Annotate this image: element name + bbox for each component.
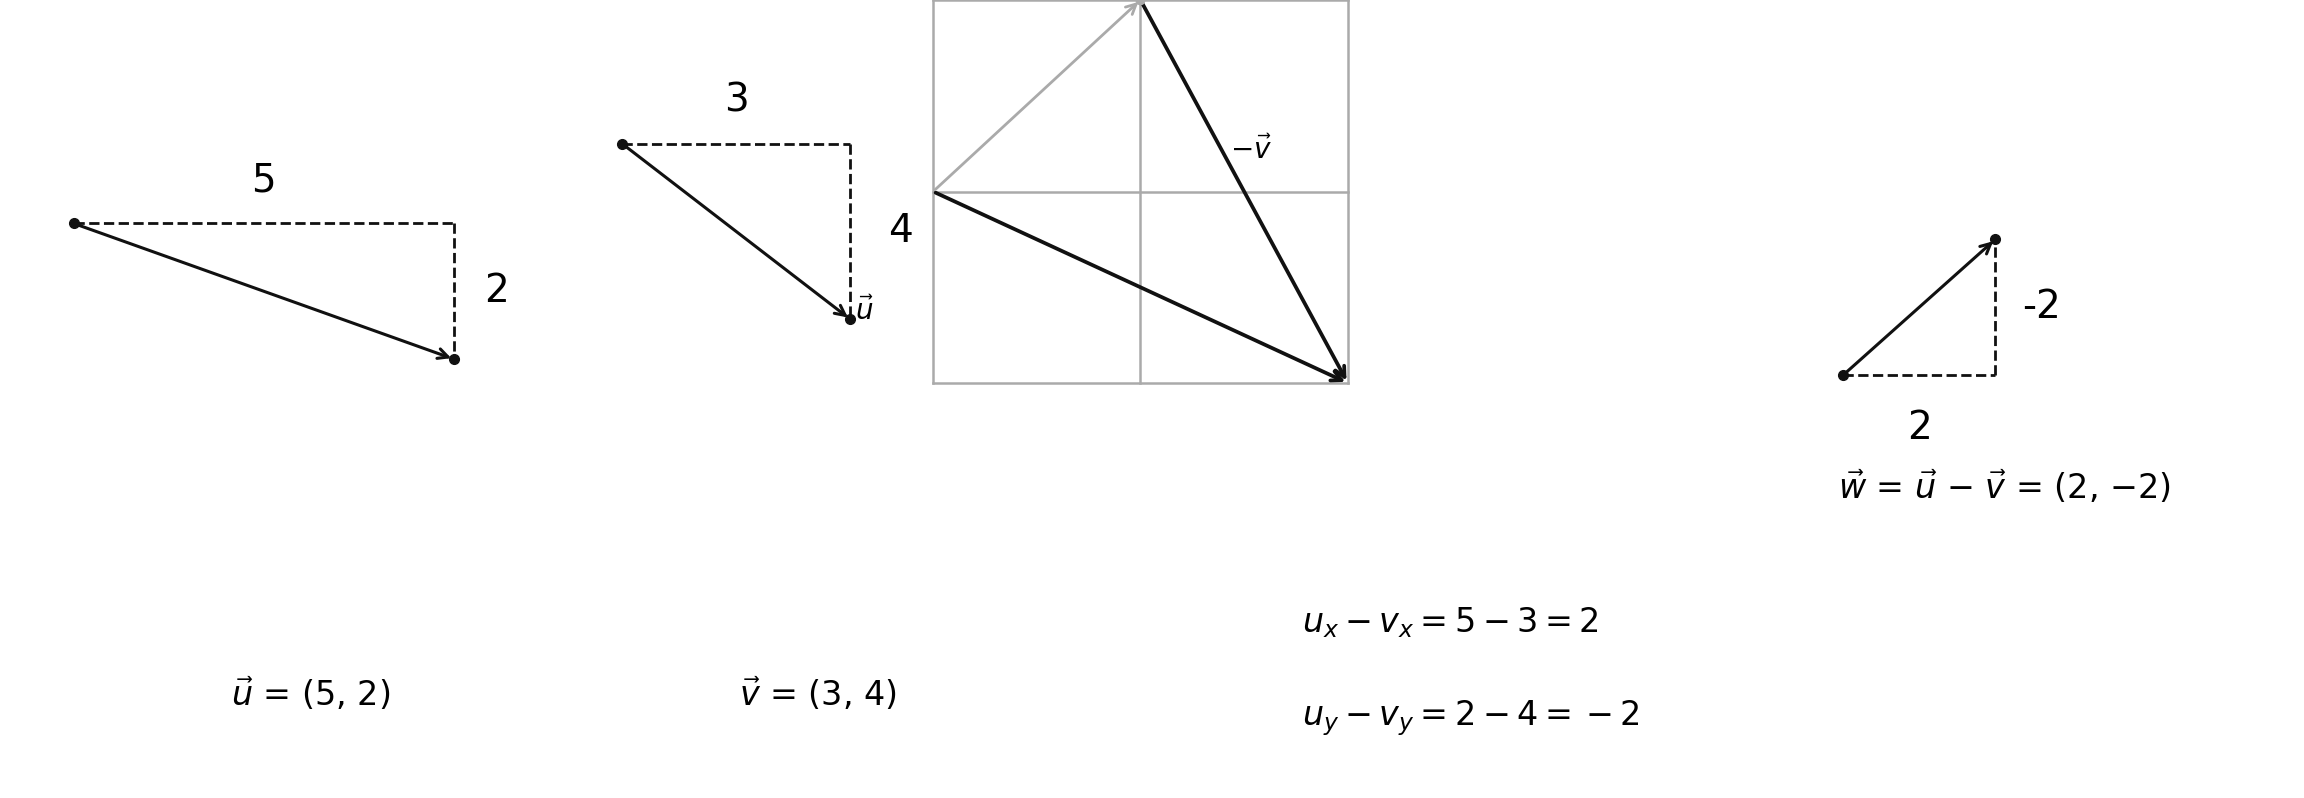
Text: -2: -2	[2023, 288, 2060, 326]
Text: 4: 4	[889, 212, 912, 251]
Text: $\vec{w}$ = $\vec{u}$ $-$ $\vec{v}$ = (2, $-$2): $\vec{w}$ = $\vec{u}$ $-$ $\vec{v}$ = (2…	[1839, 468, 2170, 506]
Text: $u_y - v_y = 2 - 4 = -2$: $u_y - v_y = 2 - 4 = -2$	[1302, 698, 1640, 738]
Text: 2: 2	[484, 272, 509, 310]
Text: $u_x - v_x = 5 - 3 = 2$: $u_x - v_x = 5 - 3 = 2$	[1302, 605, 1599, 640]
Text: 5: 5	[251, 162, 276, 200]
Text: 3: 3	[723, 81, 749, 120]
Text: $\vec{v}$ = (3, 4): $\vec{v}$ = (3, 4)	[740, 675, 896, 713]
Text: $\vec{u}$: $\vec{u}$	[855, 297, 873, 326]
Text: 2: 2	[1908, 409, 1931, 447]
Text: $\vec{u}$ = (5, 2): $\vec{u}$ = (5, 2)	[230, 675, 392, 713]
Text: $-\vec{v}$: $-\vec{v}$	[1230, 136, 1272, 165]
